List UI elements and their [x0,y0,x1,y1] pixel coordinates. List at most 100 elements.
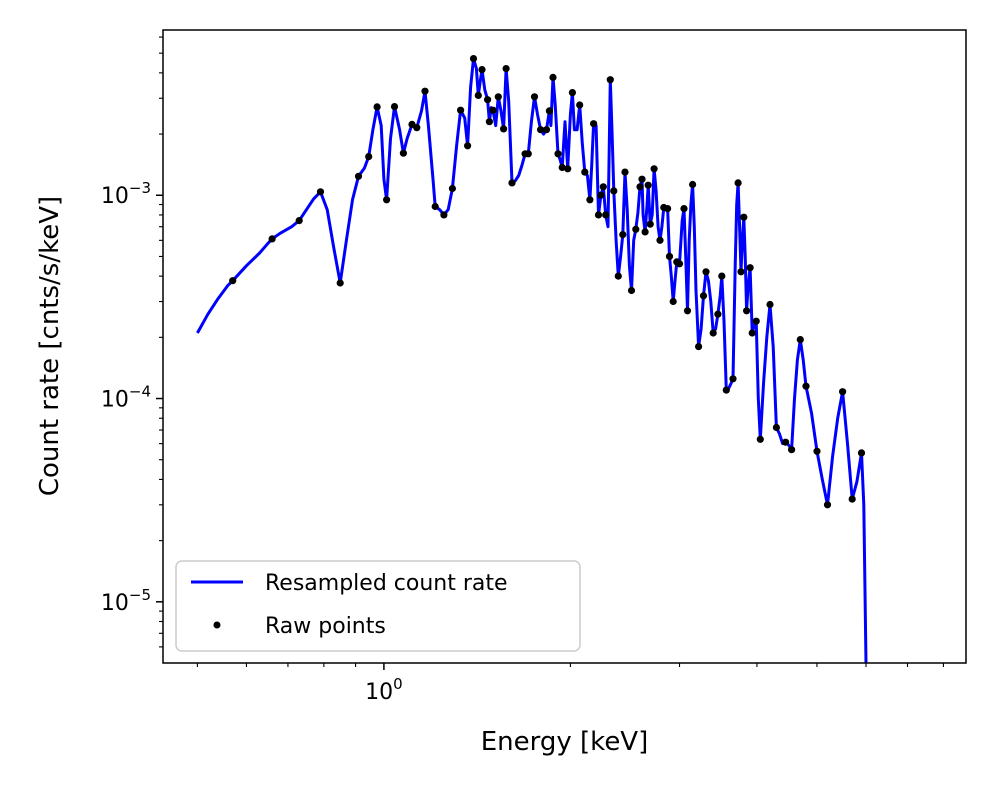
raw-point [788,446,796,454]
raw-point [813,447,821,455]
raw-point [734,179,742,187]
raw-point [802,382,810,390]
raw-point [632,225,640,233]
raw-point [581,168,589,176]
raw-point [413,124,421,132]
raw-point [665,252,674,260]
raw-point [354,172,363,180]
raw-point [494,93,502,101]
raw-point [448,184,456,193]
raw-point [619,231,627,239]
raw-point [469,55,478,63]
y-axis-ticks: 10−5 10−4 10−3 [101,36,163,648]
legend-box [175,560,581,652]
raw-point [752,317,760,325]
raw-point [485,118,493,126]
x-axis-ticks: 100 [196,663,944,705]
plot-frame [162,29,967,664]
raw-point [606,76,614,84]
raw-point [641,228,649,236]
raw-point [839,388,847,396]
raw-point [746,264,754,272]
raw-point [644,181,652,189]
raw-point [295,217,303,225]
raw-point [554,150,562,158]
raw-point [576,101,584,109]
legend-dot-swatch [213,621,221,629]
y-axis-title: Count rate [cnts/s/keV] [35,196,65,496]
raw-point [597,191,605,199]
raw-point [699,292,708,300]
raw-point [756,435,764,443]
y-tick-label: 10−5 [101,586,151,616]
y-tick-label: 10−4 [101,383,151,413]
raw-point [621,168,629,176]
raw-point [478,66,486,74]
raw-point [558,163,566,172]
raw-point [714,310,722,318]
raw-point [268,235,276,243]
raw-point [602,211,610,219]
raw-point [229,277,237,285]
raw-point [594,211,603,219]
raw-point [680,205,688,213]
raw-point [743,307,751,315]
raw-point [502,65,510,73]
raw-point [586,196,594,204]
raw-point [421,87,429,95]
raw-point [316,188,325,196]
raw-point [599,183,607,191]
raw-point [636,183,644,191]
raw-point [568,89,577,97]
raw-point [740,213,748,221]
raw-point [537,126,545,134]
raw-point [530,93,539,101]
raw-point [610,187,618,195]
raw-point [638,175,646,183]
x-axis-title: Energy [keV] [481,727,649,757]
raw-point [718,272,726,280]
raw-point [549,73,557,81]
raw-point [627,286,636,295]
raw-point [766,300,774,309]
raw-point [383,196,391,204]
raw-point [440,211,448,219]
raw-point [729,375,737,383]
raw-point [590,120,598,128]
raw-point [500,125,508,133]
raw-point [782,438,790,446]
raw-point [431,202,439,211]
raw-point [669,297,677,306]
legend-label-raw: Raw points [265,614,386,639]
raw-point [796,336,804,344]
raw-point [857,449,866,457]
raw-point [399,149,407,157]
raw-point [614,272,622,280]
raw-point [722,386,730,394]
y-tick-label: 10−3 [101,179,151,209]
raw-point [542,126,551,134]
raw-point [664,205,672,213]
raw-point [646,220,654,228]
raw-point [457,106,465,114]
raw-point [545,107,554,115]
raw-point [524,150,532,158]
raw-point [365,153,373,161]
resampled-count-rate-line [196,57,868,663]
raw-point [772,423,781,432]
raw-point [336,279,344,287]
raw-point [675,260,684,268]
raw-point [464,142,472,150]
raw-point [373,103,381,111]
raw-point [689,180,697,189]
raw-points-scatter [229,55,866,509]
raw-point [484,96,492,104]
raw-point [564,165,572,173]
raw-point [656,236,664,244]
raw-point [823,501,832,509]
x-tick-label: 100 [365,675,403,705]
raw-point [650,165,658,173]
raw-point [474,91,482,99]
raw-point [390,103,399,111]
